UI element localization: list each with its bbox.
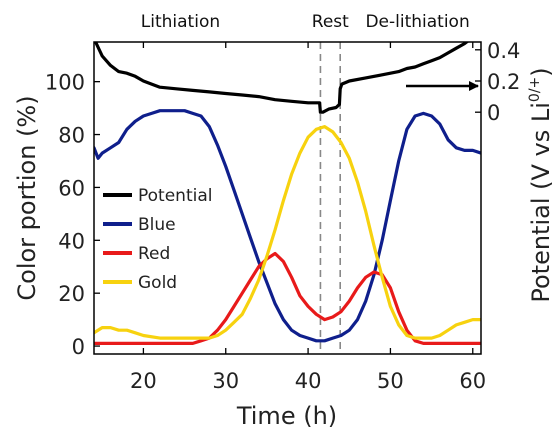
y-tick-label: 60 bbox=[58, 176, 85, 200]
y-tick-label: 20 bbox=[58, 282, 85, 306]
series-line-red bbox=[94, 251, 481, 345]
legend-label-potential: Potential bbox=[138, 186, 212, 206]
y-tick-label: 0 bbox=[72, 335, 85, 359]
y-tick-label: 100 bbox=[45, 71, 85, 95]
phase-label-lithiation: Lithiation bbox=[141, 12, 220, 32]
x-tick-label: 50 bbox=[377, 369, 404, 393]
y2-tick-label: 0.4 bbox=[487, 39, 520, 63]
x-axis-title: Time (h) bbox=[236, 402, 337, 430]
y2-axis-title-main: Potential (V vs Li bbox=[527, 102, 555, 303]
y-axis-title: Color portion (%) bbox=[13, 95, 41, 300]
phase-label-de-lithiation: De-lithiation bbox=[365, 12, 469, 32]
plot-frame bbox=[93, 41, 482, 355]
x-tick-label: 30 bbox=[212, 369, 239, 393]
y2-axis-title-close: ) bbox=[527, 67, 555, 76]
y2-tick-label: 0.2 bbox=[487, 70, 520, 94]
phase-label-rest: Rest bbox=[312, 12, 349, 32]
y2-tick-label: 0 bbox=[487, 101, 500, 125]
series-line-gold bbox=[94, 125, 481, 340]
y-tick-label: 40 bbox=[58, 229, 85, 253]
y-tick-label: 80 bbox=[58, 124, 85, 148]
x-tick-label: 40 bbox=[295, 369, 322, 393]
legend-label-red: Red bbox=[138, 244, 170, 264]
series-line-blue bbox=[94, 109, 481, 343]
legend-label-gold: Gold bbox=[138, 273, 177, 293]
series-line-potential bbox=[94, 42, 470, 114]
y2-axis-title: Potential (V vs Li0/+) bbox=[527, 67, 555, 302]
y2-axis-title-superscript: 0/+ bbox=[527, 77, 543, 102]
x-tick-label: 20 bbox=[130, 369, 157, 393]
legend-label-blue: Blue bbox=[138, 215, 176, 235]
x-tick-label: 60 bbox=[459, 369, 486, 393]
